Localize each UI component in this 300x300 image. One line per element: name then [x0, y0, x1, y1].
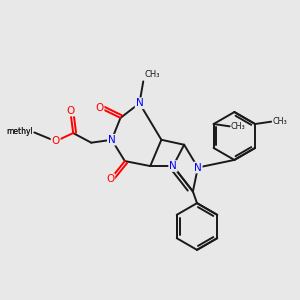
Text: CH₃: CH₃	[145, 70, 160, 79]
Text: N: N	[136, 98, 143, 108]
Text: N: N	[194, 163, 202, 172]
Text: methyl: methyl	[6, 128, 33, 136]
Text: O: O	[66, 106, 74, 116]
Text: N: N	[169, 161, 177, 171]
Text: CH₃: CH₃	[231, 122, 245, 131]
Text: methyl: methyl	[6, 128, 33, 136]
Text: O: O	[95, 103, 104, 113]
Text: CH₃: CH₃	[272, 117, 287, 126]
Text: N: N	[108, 135, 116, 145]
Text: O: O	[106, 174, 114, 184]
Text: O: O	[52, 136, 60, 146]
